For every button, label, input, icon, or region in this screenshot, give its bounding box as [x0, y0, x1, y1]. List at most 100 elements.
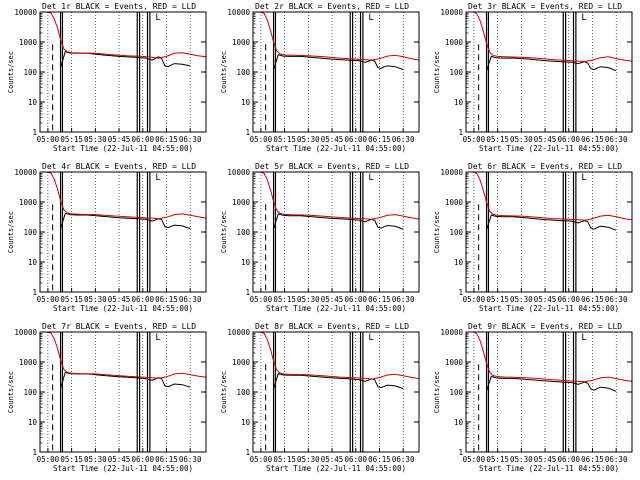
- y-tick-label: 100: [236, 68, 250, 77]
- x-tick-label: 06:30: [605, 455, 628, 464]
- x-tick-label: 06:15: [155, 455, 178, 464]
- y-tick-label: 100: [23, 388, 37, 397]
- y-tick-label: 10: [454, 98, 464, 107]
- x-tick-label: 06:30: [392, 455, 415, 464]
- y-tick-label: 10000: [440, 168, 463, 177]
- x-tick-label: 06:00: [131, 455, 154, 464]
- lld-series-line: [47, 11, 207, 59]
- x-axis-label: Start Time (22-Jul-11 04:55:00): [53, 304, 193, 313]
- chart-panel: Det 9r BLACK = Events, RED = LLD L 1 10 100 1…: [433, 322, 633, 473]
- events-series-line: [486, 55, 617, 72]
- corner-marker: L: [368, 173, 373, 183]
- x-tick-label: 06:30: [392, 135, 415, 144]
- y-axis-label: Counts/sec: [7, 211, 15, 253]
- x-tick-label: 05:00: [37, 295, 60, 304]
- y-tick-label: 10000: [14, 8, 37, 17]
- y-axis-label: Counts/sec: [220, 211, 228, 253]
- x-axis-label: Start Time (22-Jul-11 04:55:00): [479, 464, 619, 473]
- x-tick-label: 06:30: [605, 295, 628, 304]
- y-tick-label: 1000: [445, 38, 464, 47]
- chart-panel: Det 5r BLACK = Events, RED = LLD L 1 10 100 1…: [220, 162, 420, 313]
- y-tick-label: 10: [28, 258, 38, 267]
- y-tick-label: 1: [458, 288, 463, 297]
- y-axis-label: Counts/sec: [220, 371, 228, 413]
- x-tick-label: 05:15: [60, 135, 83, 144]
- chart-panel: Det 3r BLACK = Events, RED = LLD L 1 10 100 1…: [433, 2, 633, 153]
- plot-frame: [252, 331, 420, 453]
- chart-panel: Det 8r BLACK = Events, RED = LLD L 1 10 100 1…: [220, 322, 420, 473]
- x-tick-label: 06:00: [557, 135, 580, 144]
- x-tick-label: 06:00: [557, 295, 580, 304]
- y-tick-label: 100: [449, 68, 463, 77]
- y-tick-label: 1000: [19, 38, 38, 47]
- x-tick-label: 05:30: [510, 455, 533, 464]
- x-tick-label: 05:45: [534, 295, 557, 304]
- x-tick-label: 05:30: [297, 455, 320, 464]
- plot-frame: [465, 331, 633, 453]
- lld-series-line: [473, 171, 633, 221]
- x-tick-label: 06:30: [179, 295, 202, 304]
- panel-title: Det 7r BLACK = Events, RED = LLD: [42, 322, 196, 331]
- y-tick-label: 1: [458, 128, 463, 137]
- lld-series-line: [473, 11, 633, 62]
- x-tick-label: 05:45: [534, 135, 557, 144]
- events-series-line: [486, 214, 617, 231]
- x-tick-label: 06:15: [368, 135, 391, 144]
- lld-series-line: [260, 11, 420, 61]
- plot-frame: [39, 11, 207, 133]
- y-tick-label: 1: [245, 448, 250, 457]
- x-tick-label: 05:30: [84, 455, 107, 464]
- x-tick-label: 06:30: [179, 455, 202, 464]
- x-tick-label: 05:30: [510, 295, 533, 304]
- lld-series-line: [260, 331, 420, 380]
- plot-frame: [465, 171, 633, 293]
- corner-marker: L: [581, 13, 586, 23]
- x-tick-label: 06:15: [581, 135, 604, 144]
- panel-title: Det 8r BLACK = Events, RED = LLD: [255, 322, 409, 331]
- panel-title: Det 3r BLACK = Events, RED = LLD: [468, 2, 622, 11]
- chart-panel: Det 7r BLACK = Events, RED = LLD L 1 10 100 1…: [7, 322, 207, 473]
- x-tick-label: 06:00: [344, 455, 367, 464]
- x-tick-label: 05:00: [463, 295, 486, 304]
- x-tick-label: 05:45: [108, 135, 131, 144]
- lld-series-line: [260, 171, 420, 220]
- y-tick-label: 100: [449, 228, 463, 237]
- y-tick-label: 10: [241, 98, 251, 107]
- y-tick-label: 10: [241, 258, 251, 267]
- x-tick-label: 06:00: [131, 135, 154, 144]
- y-tick-label: 1: [32, 128, 37, 137]
- chart-panel: Det 1r BLACK = Events, RED = LLD L 1 10 100 1…: [7, 2, 207, 153]
- corner-marker: L: [155, 13, 160, 23]
- y-tick-label: 10: [454, 258, 464, 267]
- chart-panel: Det 2r BLACK = Events, RED = LLD L 1 10 100 1…: [220, 2, 420, 153]
- x-tick-label: 05:00: [37, 135, 60, 144]
- x-axis-label: Start Time (22-Jul-11 04:55:00): [266, 144, 406, 153]
- x-tick-label: 05:15: [273, 135, 296, 144]
- y-tick-label: 1000: [232, 38, 251, 47]
- panel-title: Det 6r BLACK = Events, RED = LLD: [468, 162, 622, 171]
- x-tick-label: 05:45: [321, 455, 344, 464]
- chart-panel: Det 6r BLACK = Events, RED = LLD L 1 10 100 1…: [433, 162, 633, 313]
- chart-panel: Det 4r BLACK = Events, RED = LLD L 1 10 100 1…: [7, 162, 207, 313]
- y-tick-label: 10000: [227, 8, 250, 17]
- lld-series-line: [473, 331, 633, 383]
- y-tick-label: 1: [458, 448, 463, 457]
- y-tick-label: 10: [454, 418, 464, 427]
- panel-title: Det 5r BLACK = Events, RED = LLD: [255, 162, 409, 171]
- x-tick-label: 05:30: [84, 295, 107, 304]
- y-axis-label: Counts/sec: [433, 211, 441, 253]
- y-tick-label: 100: [449, 388, 463, 397]
- plot-frame: [39, 331, 207, 453]
- y-tick-label: 10: [28, 418, 38, 427]
- lld-series-line: [47, 331, 207, 379]
- y-tick-label: 1000: [19, 358, 38, 367]
- corner-marker: L: [581, 173, 586, 183]
- events-series-line: [60, 50, 191, 68]
- corner-marker: L: [155, 333, 160, 343]
- y-tick-label: 1000: [232, 358, 251, 367]
- x-tick-label: 05:00: [250, 295, 273, 304]
- y-tick-label: 10000: [14, 328, 37, 337]
- x-axis-label: Start Time (22-Jul-11 04:55:00): [266, 304, 406, 313]
- y-axis-label: Counts/sec: [433, 371, 441, 413]
